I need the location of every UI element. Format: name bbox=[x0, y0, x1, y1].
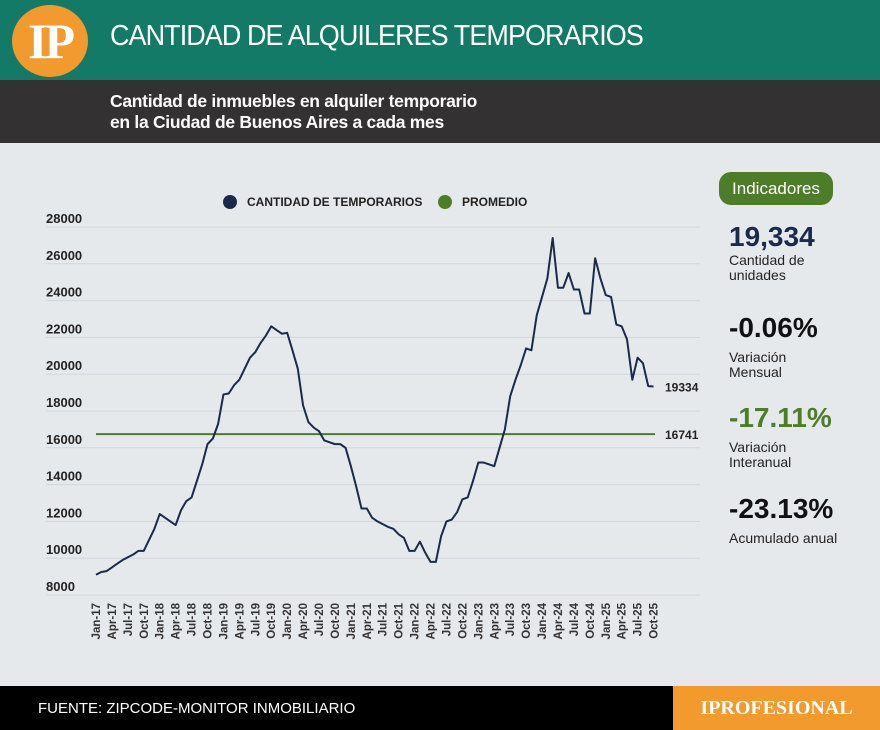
y-tick-label: 12000 bbox=[46, 505, 82, 520]
x-tick-label: Jan-18 bbox=[155, 602, 167, 639]
x-tick-label: Oct-21 bbox=[394, 602, 406, 638]
x-tick-label: Oct-20 bbox=[330, 603, 342, 639]
indicator-value: 19,334 bbox=[729, 221, 815, 252]
average-value-label: 16741 bbox=[665, 428, 699, 442]
line-chart: 8000 10000 12000 14000 16000 18000 20000 22000 2… bbox=[46, 195, 700, 639]
legend-dot-promedio bbox=[438, 195, 452, 209]
y-tick-label: 8000 bbox=[46, 579, 75, 594]
indicator-label: Variación Mensual bbox=[729, 349, 787, 380]
x-tick-label: Oct-23 bbox=[521, 603, 533, 639]
y-tick-label: 22000 bbox=[46, 321, 82, 336]
x-tick-label: Oct-19 bbox=[266, 603, 278, 639]
x-tick-label: Jul-18 bbox=[187, 602, 199, 636]
indicator-monthly: -0.06% Variación Mensual bbox=[729, 312, 839, 380]
x-tick-label: Jul-22 bbox=[441, 603, 453, 636]
subtitle-line-2: en la Ciudad de Buenos Aires a cada mes bbox=[110, 112, 444, 132]
x-tick-label: Apr-25 bbox=[617, 602, 629, 639]
indicator-value: -0.06% bbox=[729, 312, 818, 343]
x-tick-label: Oct-18 bbox=[203, 602, 215, 638]
y-tick-label: 26000 bbox=[46, 248, 82, 263]
subtitle: Cantidad de inmuebles en alquiler tempor… bbox=[110, 91, 477, 133]
indicator-value: -17.11% bbox=[729, 402, 832, 433]
indicator-label: Cantidad de unidades bbox=[729, 252, 805, 283]
x-tick-label: Apr-23 bbox=[489, 603, 501, 639]
x-tick-label: Oct-17 bbox=[139, 603, 151, 639]
x-tick-label: Jan-19 bbox=[218, 603, 230, 639]
y-tick-label: 24000 bbox=[46, 285, 82, 300]
source-text: FUENTE: ZIPCODE-MONITOR INMOBILIARIO bbox=[38, 700, 356, 717]
indicator-ytd: -23.13% Acumulado anual bbox=[729, 493, 839, 546]
x-tick-label: Jul-19 bbox=[250, 603, 262, 636]
y-tick-label: 16000 bbox=[46, 432, 82, 447]
indicators-badge: Indicadores bbox=[719, 172, 833, 205]
x-tick-label: Jan-21 bbox=[346, 602, 358, 639]
x-tick-label: Jul-24 bbox=[569, 602, 581, 636]
x-tick-label: Apr-17 bbox=[107, 603, 119, 639]
x-tick-label: Oct-25 bbox=[649, 602, 661, 638]
x-tick-label: Apr-21 bbox=[362, 602, 374, 639]
x-tick-label: Apr-20 bbox=[298, 603, 310, 639]
x-tick-label: Jul-25 bbox=[633, 602, 645, 636]
indicator-label: Variación Interanual bbox=[729, 439, 792, 470]
x-tick-label: Jan-22 bbox=[410, 603, 422, 639]
subtitle-bar: Cantidad de inmuebles en alquiler tempor… bbox=[0, 80, 880, 143]
x-tick-label: Apr-19 bbox=[234, 603, 246, 639]
x-tick-label: Apr-24 bbox=[553, 602, 565, 639]
brand-logo: IPROFESIONAL bbox=[673, 686, 880, 730]
x-tick-label: Apr-22 bbox=[426, 603, 438, 639]
series-line-temporarios bbox=[95, 237, 654, 576]
x-tick-label: Jul-21 bbox=[378, 602, 390, 636]
y-tick-label: 10000 bbox=[46, 542, 82, 557]
x-tick-label: Jul-23 bbox=[505, 603, 517, 636]
x-tick-label: Oct-22 bbox=[457, 603, 469, 639]
last-value-label: 19334 bbox=[665, 380, 699, 394]
x-tick-label: Jan-23 bbox=[473, 603, 485, 639]
ip-logo: IP bbox=[12, 5, 88, 77]
x-tick-label: Jan-17 bbox=[91, 603, 103, 639]
indicator-label: Acumulado anual bbox=[729, 530, 838, 546]
x-tick-label: Jan-24 bbox=[537, 602, 549, 639]
subtitle-line-1: Cantidad de inmuebles en alquiler tempor… bbox=[110, 91, 478, 111]
legend-label-promedio: PROMEDIO bbox=[462, 195, 527, 209]
x-tick-label: Oct-24 bbox=[585, 602, 597, 638]
indicator-yearly: -17.11% Variación Interanual bbox=[729, 402, 839, 470]
y-tick-label: 18000 bbox=[46, 395, 82, 410]
footer: FUENTE: ZIPCODE-MONITOR INMOBILIARIO IPR… bbox=[0, 686, 880, 730]
y-tick-label: 28000 bbox=[46, 211, 82, 226]
x-tick-label: Jan-25 bbox=[601, 602, 613, 639]
y-tick-label: 20000 bbox=[46, 358, 82, 373]
y-tick-label: 14000 bbox=[46, 469, 82, 484]
page-title: CANTIDAD DE ALQUILERES TEMPORARIOS bbox=[110, 20, 644, 52]
x-tick-label: Jan-20 bbox=[282, 603, 294, 639]
indicator-value: -23.13% bbox=[729, 493, 834, 524]
legend-label-temporarios: CANTIDAD DE TEMPORARIOS bbox=[247, 195, 422, 209]
header-bar: IP CANTIDAD DE ALQUILERES TEMPORARIOS bbox=[0, 0, 880, 80]
legend-dot-temporarios bbox=[223, 195, 237, 209]
x-tick-label: Apr-18 bbox=[171, 602, 183, 639]
indicator-units: 19,334 Cantidad de unidades bbox=[729, 221, 839, 283]
x-tick-label: Jul-20 bbox=[314, 603, 326, 636]
x-tick-label: Jul-17 bbox=[123, 603, 135, 636]
